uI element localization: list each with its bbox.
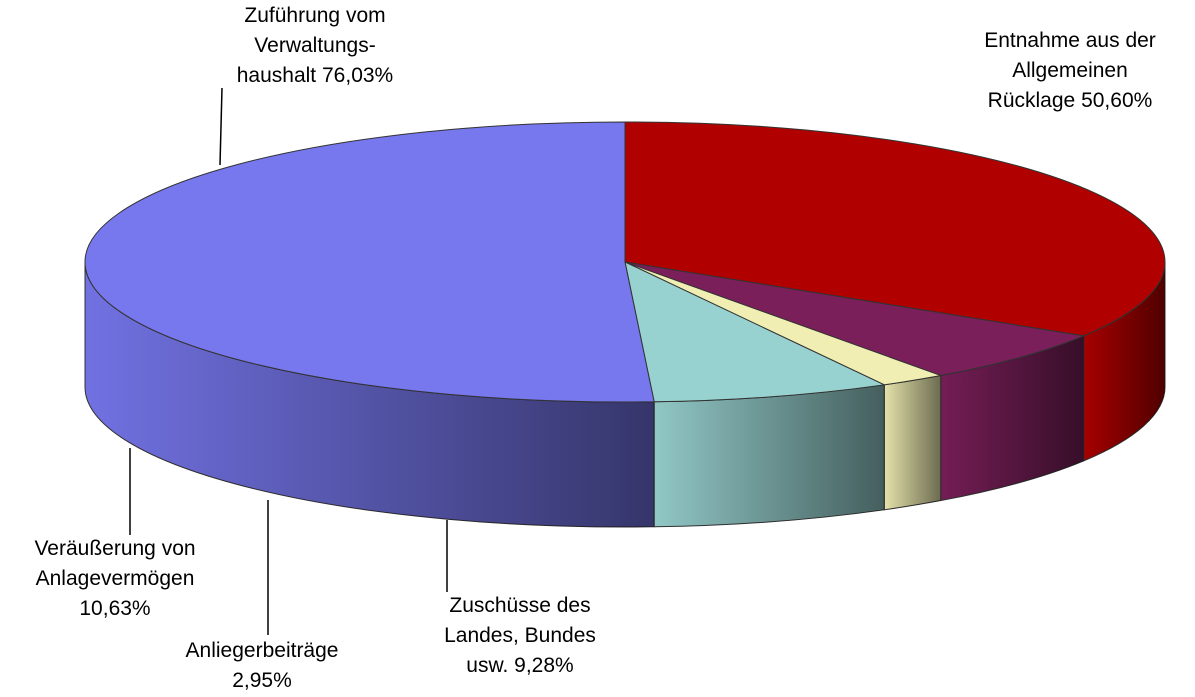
- slice-label: Zuführung vom: [244, 4, 385, 27]
- value-label: 9,28%: [514, 654, 574, 677]
- label-text: Entnahme aus der: [984, 29, 1156, 52]
- slice-label: Rücklage 50,60%: [988, 89, 1153, 112]
- slice-label: Anliegerbeiträge: [186, 639, 339, 662]
- slice-top: [624, 261, 886, 403]
- value-label: 76,03%: [322, 64, 393, 87]
- slice-top: [624, 261, 1086, 377]
- side-shade: [85, 262, 655, 527]
- slice-label: Veräußerung von: [34, 537, 195, 560]
- slice-label: Anlagevermögen: [36, 567, 195, 590]
- slice-label: Landes, Bundes: [444, 624, 596, 647]
- label-text: haushalt: [237, 64, 317, 87]
- value-label: 10,63%: [79, 597, 150, 620]
- slice-label: Allgemeinen: [1012, 59, 1128, 82]
- value-label: 2,95%: [232, 669, 292, 692]
- slice-label: Zuschüsse des: [449, 594, 590, 617]
- slice-label: haushalt 76,03%: [237, 64, 393, 87]
- value-label: 50,60%: [1081, 89, 1152, 112]
- label-text: Rücklage: [988, 89, 1076, 112]
- side-shade: [1083, 262, 1165, 461]
- labels: Entnahme aus der Allgemeinen Rücklage 50,6…: [34, 4, 1155, 692]
- label-text: Anliegerbeiträge: [186, 639, 339, 662]
- slice-top: [84, 121, 655, 403]
- leader-line: [219, 87, 223, 166]
- side-shade: [884, 375, 941, 510]
- side-shade: [654, 384, 885, 527]
- label-text: Landes, Bundes: [444, 624, 596, 647]
- pie: [84, 121, 1166, 528]
- label-text: usw.: [466, 654, 508, 677]
- label-text: Anlagevermögen: [36, 567, 195, 590]
- label-text: Zuführung vom: [244, 4, 385, 27]
- slice-label: Entnahme aus der: [984, 29, 1156, 52]
- slice-label: Verwaltungs-: [254, 34, 375, 57]
- label-text: Zuschüsse des: [449, 594, 590, 617]
- label-text: Veräußerung von: [34, 537, 195, 560]
- side-shade: [940, 335, 1084, 501]
- label-text: Allgemeinen: [1012, 59, 1128, 82]
- slice-top: [624, 121, 1166, 337]
- slice-label: usw. 9,28%: [466, 654, 573, 677]
- label-text: Verwaltungs-: [254, 34, 375, 57]
